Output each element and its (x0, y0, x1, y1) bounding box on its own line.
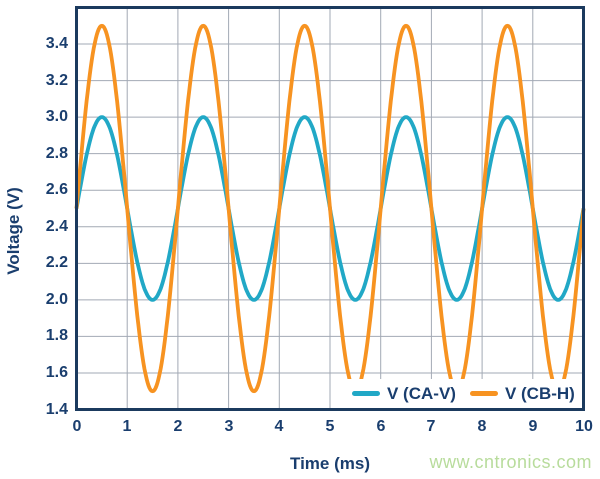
x-tick-label: 9 (528, 418, 538, 435)
legend-label-cb-h: V (CB-H) (504, 383, 575, 403)
watermark: www.cntronics.com (429, 452, 592, 472)
x-tick-label: 2 (173, 418, 183, 435)
y-axis-title: Voltage (V) (4, 187, 23, 275)
legend-swatch-ca-v (352, 391, 380, 396)
plot-frame (75, 6, 585, 411)
y-tick-label: 3.2 (45, 72, 68, 89)
y-tick-label: 3.4 (45, 35, 68, 52)
y-tick-label: 2.8 (45, 145, 68, 162)
x-tick-label: 3 (224, 418, 234, 435)
legend-swatch-cb-h (469, 391, 498, 396)
y-tick-label: 2.4 (45, 218, 68, 235)
y-tick-label: 1.8 (45, 327, 68, 344)
y-tick-label: 2.0 (45, 291, 68, 308)
x-tick-label: 5 (325, 418, 335, 435)
x-tick-label: 7 (426, 418, 436, 435)
y-tick-label: 2.2 (45, 254, 68, 271)
x-tick-label: 1 (122, 418, 132, 435)
x-tick-label: 8 (477, 418, 487, 435)
x-axis-title: Time (ms) (290, 454, 370, 473)
legend: V (CA-V) V (CB-H) (345, 379, 581, 408)
y-tick-label: 1.6 (45, 364, 68, 381)
series-curve-1 (74, 23, 586, 394)
x-tick-label: 6 (376, 418, 386, 435)
y-tick-label: 3.0 (45, 108, 68, 125)
x-tick-label: 0 (72, 418, 82, 435)
legend-label-ca-v: V (CA-V) (387, 383, 456, 403)
x-tick-label: 4 (274, 418, 284, 435)
x-tick-label: 10 (575, 418, 593, 435)
y-tick-label: 2.6 (45, 181, 68, 198)
y-tick-label: 1.4 (45, 401, 68, 418)
